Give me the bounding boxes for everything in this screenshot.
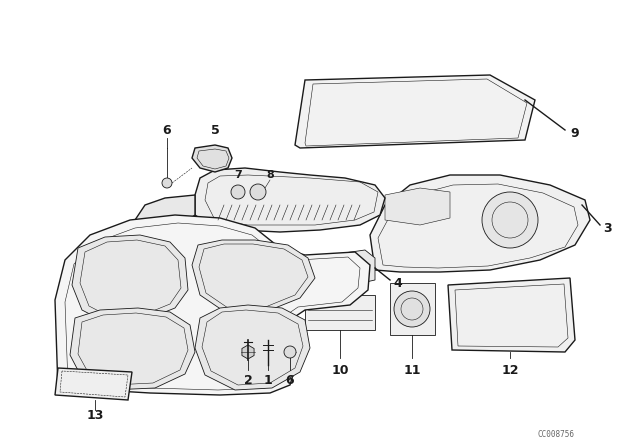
Circle shape (162, 178, 172, 188)
Polygon shape (135, 195, 195, 238)
Polygon shape (55, 368, 132, 400)
Text: 1: 1 (264, 374, 273, 387)
Polygon shape (385, 188, 450, 225)
Text: 9: 9 (571, 126, 579, 139)
Text: 7: 7 (234, 170, 242, 180)
Text: 6: 6 (285, 374, 294, 387)
Polygon shape (370, 175, 590, 272)
Circle shape (231, 185, 245, 199)
Circle shape (394, 291, 430, 327)
Polygon shape (70, 308, 195, 390)
Text: 2: 2 (244, 374, 252, 387)
Text: 11: 11 (403, 363, 420, 376)
Polygon shape (192, 240, 315, 312)
Polygon shape (390, 283, 435, 335)
Text: 13: 13 (86, 409, 104, 422)
Polygon shape (295, 75, 535, 148)
Text: 8: 8 (266, 170, 274, 180)
Text: 12: 12 (501, 363, 519, 376)
Polygon shape (72, 235, 188, 322)
Polygon shape (195, 168, 385, 232)
Polygon shape (448, 278, 575, 352)
Text: 6: 6 (163, 124, 172, 137)
Polygon shape (192, 145, 232, 172)
Polygon shape (195, 305, 310, 390)
Polygon shape (242, 345, 254, 359)
Circle shape (284, 346, 296, 358)
Circle shape (482, 192, 538, 248)
Text: 5: 5 (211, 124, 220, 137)
Text: 4: 4 (394, 276, 403, 289)
Polygon shape (305, 295, 375, 330)
Text: 3: 3 (604, 221, 612, 234)
Text: 10: 10 (332, 363, 349, 376)
Polygon shape (55, 215, 370, 395)
Polygon shape (330, 250, 375, 285)
Text: CC008756: CC008756 (538, 430, 575, 439)
Circle shape (250, 184, 266, 200)
